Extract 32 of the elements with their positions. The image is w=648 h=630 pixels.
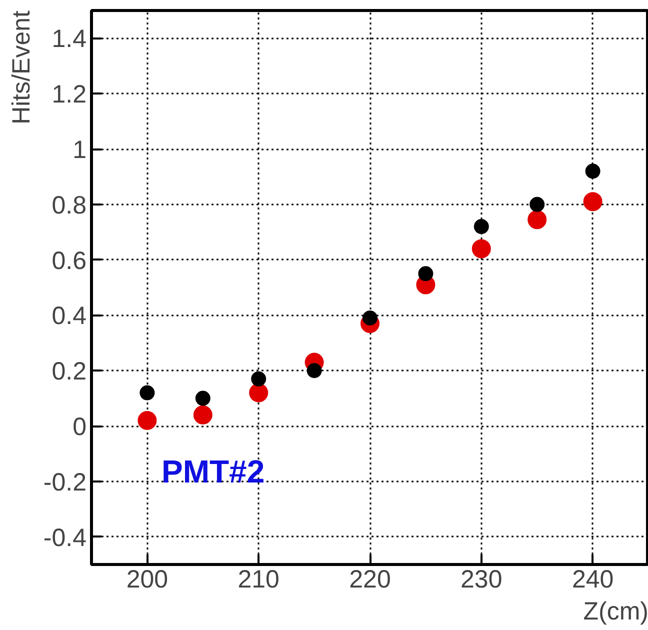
x-tick-label: 230 xyxy=(460,566,502,594)
point xyxy=(418,266,434,282)
point xyxy=(251,371,266,386)
x-axis-title: Z(cm) xyxy=(583,598,648,626)
annotation: PMT#2 xyxy=(162,454,265,490)
point xyxy=(306,363,322,378)
x-tick-label: 200 xyxy=(126,566,168,594)
y-tick-label: 1.4 xyxy=(52,25,87,54)
y-tick-label: 0.6 xyxy=(52,246,87,275)
point xyxy=(528,210,547,230)
y-tick-label: 0 xyxy=(72,413,86,441)
point xyxy=(472,239,491,258)
y-tick-label: -0.2 xyxy=(43,468,87,496)
point xyxy=(193,405,212,424)
y-tick-label: 0.8 xyxy=(52,191,87,220)
x-tick-label: 240 xyxy=(572,566,614,594)
y-tick-label: 0.2 xyxy=(52,358,87,386)
point xyxy=(140,385,155,400)
y-tick-label: 1 xyxy=(72,136,86,164)
point xyxy=(138,410,157,430)
x-tick-label: 210 xyxy=(238,566,280,594)
point xyxy=(474,219,489,234)
y-tick-label: -0.4 xyxy=(43,524,87,552)
point xyxy=(585,164,600,179)
x-tick-label: 220 xyxy=(349,566,391,594)
y-axis-title: Hits/Event xyxy=(8,10,36,124)
point xyxy=(583,192,602,212)
y-tick-label: 0.4 xyxy=(52,302,87,330)
point xyxy=(249,383,268,402)
point xyxy=(195,390,210,406)
y-tick-label: 1.2 xyxy=(52,80,87,109)
point xyxy=(530,196,545,212)
